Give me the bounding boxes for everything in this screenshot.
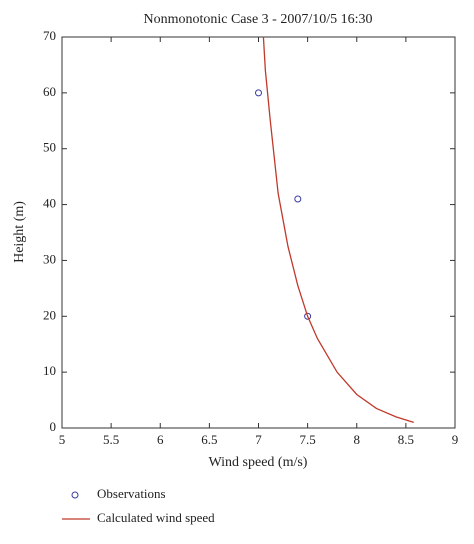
y-tick-label: 70 — [43, 28, 56, 43]
legend-marker — [71, 491, 79, 499]
x-axis-label: Wind speed (m/s) — [209, 455, 308, 470]
observation-point — [255, 89, 262, 97]
chart-title: Nonmonotonic Case 3 - 2007/10/5 16:30 — [143, 12, 372, 27]
x-tick-label: 7.5 — [300, 432, 316, 447]
x-tick-label: 9 — [452, 432, 459, 447]
observation-point — [304, 312, 312, 320]
observation-point — [294, 195, 302, 203]
y-tick-label: 10 — [43, 363, 56, 378]
legend-label: Calculated wind speed — [97, 510, 215, 525]
y-axis-label: Height (m) — [12, 201, 27, 263]
y-tick-label: 50 — [43, 140, 56, 155]
x-tick-label: 8.5 — [398, 432, 414, 447]
x-tick-label: 7 — [255, 432, 262, 447]
x-tick-label: 5 — [59, 432, 66, 447]
x-tick-label: 8 — [354, 432, 361, 447]
x-tick-label: 6.5 — [201, 432, 217, 447]
y-tick-label: 30 — [43, 251, 56, 266]
calculated-line — [262, 36, 414, 424]
x-tick-label: 5.5 — [103, 432, 119, 447]
y-tick-label: 0 — [50, 419, 57, 434]
y-tick-label: 20 — [43, 307, 56, 322]
x-tick-label: 6 — [157, 432, 164, 447]
legend-label: Observations — [97, 486, 166, 501]
y-tick-label: 40 — [43, 196, 56, 211]
y-tick-label: 60 — [43, 84, 56, 99]
